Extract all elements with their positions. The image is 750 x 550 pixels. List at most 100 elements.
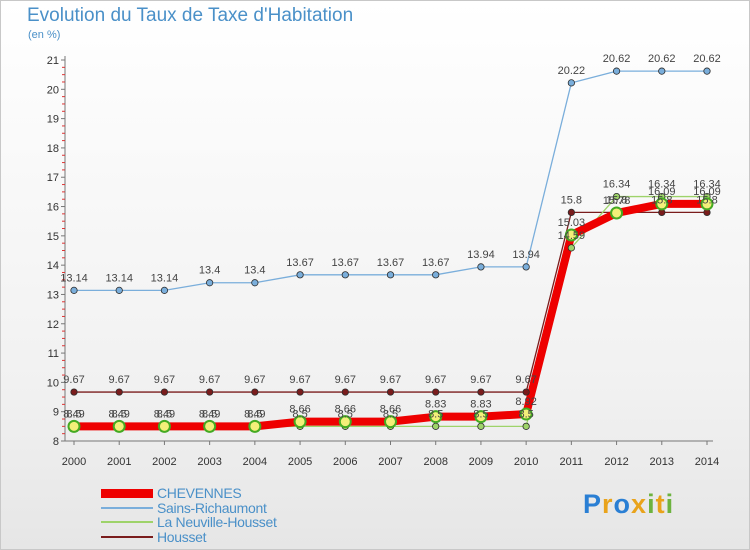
y-tick-label: 12: [47, 319, 59, 331]
y-tick-label: 10: [47, 377, 59, 389]
data-point-housset: [477, 388, 485, 396]
data-label-housset: 9.67: [109, 374, 130, 386]
data-label-housset: 9.67: [470, 374, 491, 386]
data-label-chevennes: 8.5: [202, 408, 217, 420]
data-label-sains-richaumont: 20.62: [648, 53, 676, 65]
data-point-chevennes: [655, 197, 669, 211]
x-tick-label: 2009: [469, 456, 493, 468]
x-tick-label: 2001: [107, 456, 131, 468]
legend-label-la-neuville-housset: La Neuville-Housset: [157, 514, 277, 530]
data-label-sains-richaumont: 13.94: [512, 249, 540, 261]
y-tick-label: 15: [47, 231, 59, 243]
data-point-sains-richaumont: [160, 286, 169, 294]
data-label-la-neuville-housset: 8.49: [244, 409, 265, 421]
data-point-housset: [432, 388, 440, 396]
data-point-chevennes: [564, 228, 578, 242]
data-point-housset: [70, 388, 78, 396]
data-point-chevennes: [157, 419, 171, 433]
y-tick-label: 21: [47, 55, 59, 67]
chart-unit: (en %): [28, 29, 61, 41]
data-point-chevennes: [700, 197, 714, 211]
data-label-sains-richaumont: 13.4: [199, 265, 220, 277]
data-label-sains-richaumont: 13.14: [60, 272, 88, 284]
data-point-sains-richaumont: [251, 279, 259, 287]
data-label-chevennes: 8.66: [380, 404, 401, 416]
x-tick-label: 2004: [243, 456, 267, 468]
data-point-sains-richaumont: [296, 271, 304, 279]
legend-swatch-sains-richaumont: [101, 506, 153, 509]
data-point-la-neuville-housset: [567, 244, 575, 252]
data-label-sains-richaumont: 13.67: [286, 257, 314, 269]
data-label-la-neuville-housset: 16.34: [648, 179, 676, 191]
chart-title: Evolution du Taux de Taxe d'Habitation: [27, 5, 354, 26]
brand-letter: i: [647, 489, 656, 519]
data-label-chevennes: 15.78: [603, 195, 631, 207]
data-point-sains-richaumont: [477, 263, 485, 271]
data-point-chevennes: [610, 206, 624, 220]
x-tick-label: 2003: [197, 456, 221, 468]
data-point-chevennes: [67, 419, 81, 433]
x-tick-label: 2007: [378, 456, 402, 468]
x-tick-label: 2006: [333, 456, 357, 468]
data-label-housset: 9.67: [289, 374, 310, 386]
data-point-housset: [341, 388, 349, 396]
data-label-housset: 15.8: [606, 194, 627, 206]
data-point-chevennes: [112, 419, 126, 433]
data-label-sains-richaumont: 13.14: [151, 272, 179, 284]
data-point-housset: [386, 388, 395, 396]
data-point-chevennes: [338, 415, 352, 429]
data-label-la-neuville-housset: 8.5: [383, 408, 398, 420]
y-tick-label: 11: [48, 348, 59, 360]
data-point-sains-richaumont: [567, 79, 575, 87]
y-tick-label: 16: [47, 202, 59, 214]
data-label-chevennes: 16.09: [693, 186, 721, 198]
x-tick-label: 2002: [152, 456, 176, 468]
x-tick-label: 2011: [560, 456, 584, 468]
x-tick-label: 2010: [514, 456, 538, 468]
data-label-housset: 15.8: [651, 194, 672, 206]
data-point-sains-richaumont: [206, 279, 214, 287]
data-label-la-neuville-housset: 8.49: [199, 409, 220, 421]
data-label-la-neuville-housset: 14.59: [558, 230, 586, 242]
data-label-chevennes: 8.83: [470, 399, 491, 411]
y-tick-label: 9: [53, 407, 59, 419]
data-point-sains-richaumont: [522, 263, 530, 271]
y-tick-label: 17: [47, 172, 59, 184]
data-point-chevennes: [248, 419, 262, 433]
data-label-la-neuville-housset: 8.5: [338, 408, 353, 420]
data-label-la-neuville-housset: 8.49: [63, 409, 84, 421]
data-point-sains-richaumont: [658, 67, 666, 75]
data-label-chevennes: 8.5: [247, 408, 262, 420]
data-point-chevennes: [474, 410, 488, 424]
y-tick-label: 13: [47, 289, 59, 301]
data-label-sains-richaumont: 13.94: [467, 249, 495, 261]
data-label-la-neuville-housset: 8.5: [292, 408, 307, 420]
data-label-la-neuville-housset: 8.5: [473, 408, 488, 420]
brand-letter: x: [631, 489, 648, 519]
brand-letter: P: [583, 489, 603, 519]
legend-label-housset: Housset: [157, 528, 207, 545]
data-label-sains-richaumont: 13.14: [105, 272, 133, 284]
data-point-housset: [567, 208, 575, 216]
data-label-chevennes: 8.5: [157, 408, 172, 420]
data-point-sains-richaumont: [341, 271, 349, 279]
y-tick-label: 20: [47, 84, 59, 96]
data-label-housset: 9.67: [154, 374, 175, 386]
data-label-la-neuville-housset: 8.5: [518, 408, 533, 420]
data-label-housset: 15.8: [696, 194, 717, 206]
x-tick-label: 2014: [695, 456, 719, 468]
data-label-la-neuville-housset: 8.5: [428, 408, 443, 420]
proxiti-logo: Proxiti: [583, 489, 674, 520]
data-point-housset: [160, 388, 169, 396]
data-label-chevennes: 8.5: [66, 408, 81, 420]
data-point-housset: [522, 388, 530, 396]
data-point-chevennes: [293, 415, 307, 429]
data-label-la-neuville-housset: 16.34: [603, 179, 631, 191]
data-point-sains-richaumont: [70, 286, 78, 294]
data-label-sains-richaumont: 13.4: [244, 265, 265, 277]
data-point-la-neuville-housset: [612, 192, 621, 201]
brand-letter: r: [602, 489, 614, 519]
data-point-chevennes: [203, 419, 217, 433]
data-label-sains-richaumont: 13.67: [422, 257, 450, 269]
